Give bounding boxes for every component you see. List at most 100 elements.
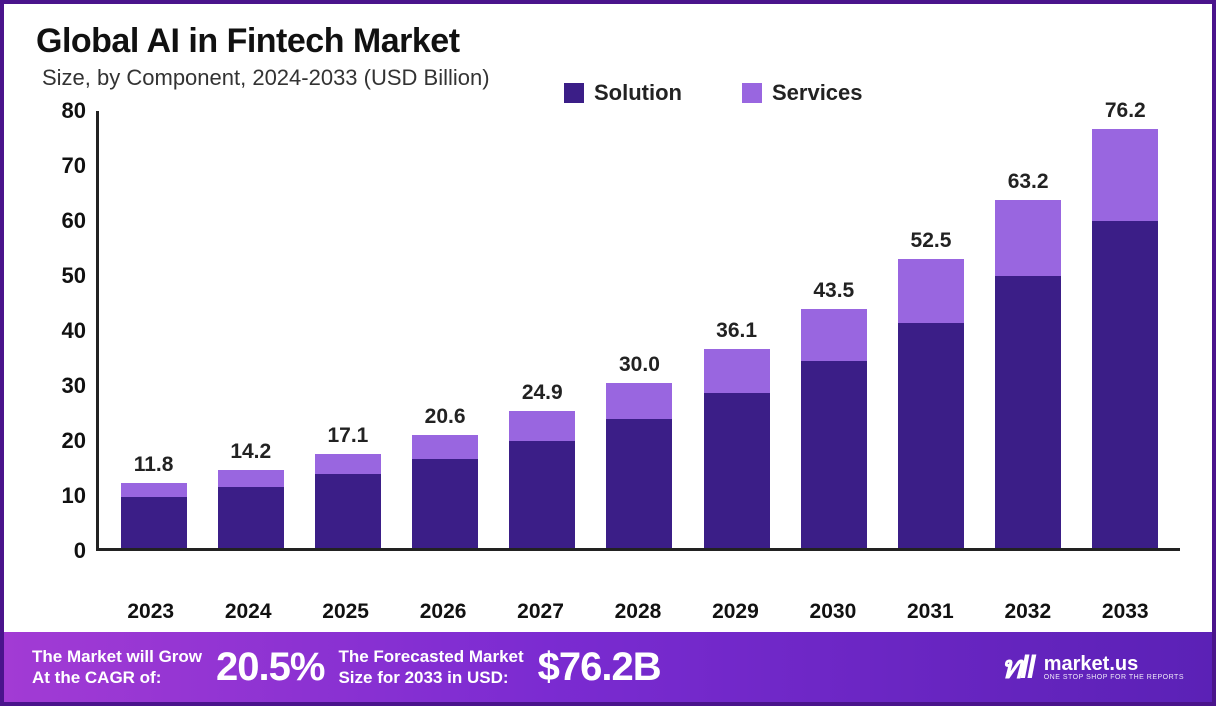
chart-area: 01020304050607080 11.814.217.120.624.930… — [36, 111, 1180, 590]
brand-logo-icon: ทll — [1001, 642, 1034, 693]
x-tick: 2030 — [800, 600, 866, 624]
bar-segment-solution — [509, 441, 575, 548]
bar-group: 52.5 — [898, 259, 964, 548]
legend-item-solution: Solution — [564, 80, 682, 106]
bar-total-label: 36.1 — [716, 319, 757, 343]
bar-stack — [218, 470, 284, 548]
bar-group: 76.2 — [1092, 129, 1158, 548]
y-tick: 70 — [62, 153, 86, 179]
bar-stack — [704, 349, 770, 548]
bar-total-label: 14.2 — [230, 440, 271, 464]
bar-segment-solution — [606, 419, 672, 548]
bar-stack — [412, 435, 478, 548]
bar-total-label: 76.2 — [1105, 99, 1146, 123]
bar-total-label: 43.5 — [813, 279, 854, 303]
bar-total-label: 11.8 — [134, 453, 174, 477]
x-tick: 2025 — [313, 600, 379, 624]
chart-legend: Solution Services — [564, 80, 863, 106]
bar-total-label: 52.5 — [911, 229, 952, 253]
bar-stack — [801, 309, 867, 548]
footer-banner: The Market will Grow At the CAGR of: 20.… — [4, 632, 1212, 702]
bar-segment-services — [995, 200, 1061, 276]
bar-segment-solution — [218, 487, 284, 548]
bar-total-label: 24.9 — [522, 381, 563, 405]
x-tick: 2031 — [897, 600, 963, 624]
bar-total-label: 63.2 — [1008, 170, 1049, 194]
bar-group: 43.5 — [801, 309, 867, 548]
bar-segment-services — [1092, 129, 1158, 221]
x-tick: 2028 — [605, 600, 671, 624]
chart-content: Global AI in Fintech Market Size, by Com… — [4, 4, 1212, 632]
footer-cagr-line1: The Market will Grow — [32, 646, 202, 667]
bar-stack — [121, 483, 187, 548]
y-tick: 10 — [62, 483, 86, 509]
bar-segment-services — [606, 383, 672, 419]
chart-title: Global AI in Fintech Market — [36, 22, 1180, 61]
x-tick: 2023 — [118, 600, 184, 624]
footer-cagr-text: The Market will Grow At the CAGR of: — [32, 646, 202, 689]
legend-item-services: Services — [742, 80, 863, 106]
y-tick: 20 — [62, 428, 86, 454]
chart-frame: Global AI in Fintech Market Size, by Com… — [0, 0, 1216, 706]
bar-stack — [995, 200, 1061, 548]
x-tick: 2033 — [1092, 600, 1158, 624]
plot-area: 11.8 14.2 17.1 20.6 24.9 30.0 36.1 43.5 52.5 63.2… — [96, 111, 1180, 551]
bar-stack — [315, 454, 381, 548]
y-axis: 01020304050607080 — [36, 111, 96, 551]
bar-group: 63.2 — [995, 200, 1061, 548]
footer-cagr-value: 20.5% — [216, 645, 324, 690]
footer-forecast-line1: The Forecasted Market — [338, 646, 523, 667]
bar-segment-solution — [1092, 221, 1158, 548]
x-axis: 2023202420252026202720282029203020312032… — [36, 590, 1180, 624]
footer-forecast-line2: Size for 2033 in USD: — [338, 667, 523, 688]
y-tick: 0 — [74, 538, 86, 564]
bar-stack — [509, 411, 575, 548]
legend-label-services: Services — [772, 80, 863, 106]
bar-segment-services — [121, 483, 187, 497]
bars-container: 11.8 14.2 17.1 20.6 24.9 30.0 36.1 43.5 52.5 63.2… — [99, 111, 1180, 548]
bar-stack — [1092, 129, 1158, 548]
x-tick: 2026 — [410, 600, 476, 624]
footer-forecast-value: $76.2B — [538, 645, 661, 690]
brand-tagline: ONE STOP SHOP FOR THE REPORTS — [1044, 674, 1184, 681]
bar-stack — [898, 259, 964, 548]
bar-segment-services — [509, 411, 575, 441]
x-tick: 2024 — [215, 600, 281, 624]
bar-segment-solution — [801, 361, 867, 548]
bar-group: 20.6 — [412, 435, 478, 548]
footer-forecast-text: The Forecasted Market Size for 2033 in U… — [338, 646, 523, 689]
bar-group: 36.1 — [704, 349, 770, 548]
legend-swatch-solution — [564, 83, 584, 103]
bar-total-label: 17.1 — [327, 424, 368, 448]
bar-segment-solution — [898, 323, 964, 549]
legend-swatch-services — [742, 83, 762, 103]
bar-stack — [606, 383, 672, 548]
brand-text: market.us ONE STOP SHOP FOR THE REPORTS — [1044, 654, 1184, 681]
bar-group: 11.8 — [121, 483, 187, 548]
y-tick: 60 — [62, 208, 86, 234]
bar-segment-solution — [315, 474, 381, 548]
bar-group: 14.2 — [218, 470, 284, 548]
y-tick: 30 — [62, 373, 86, 399]
x-tick: 2029 — [702, 600, 768, 624]
bar-group: 24.9 — [509, 411, 575, 548]
y-tick: 40 — [62, 318, 86, 344]
x-tick: 2032 — [995, 600, 1061, 624]
footer-cagr-line2: At the CAGR of: — [32, 667, 202, 688]
y-tick: 50 — [62, 263, 86, 289]
bar-group: 30.0 — [606, 383, 672, 548]
brand-name: market.us — [1044, 654, 1184, 674]
bar-segment-services — [898, 259, 964, 322]
bar-total-label: 30.0 — [619, 353, 660, 377]
bar-segment-services — [801, 309, 867, 361]
bar-segment-solution — [995, 276, 1061, 548]
bar-segment-services — [218, 470, 284, 487]
y-tick: 80 — [62, 98, 86, 124]
bar-segment-services — [412, 435, 478, 460]
bar-segment-services — [704, 349, 770, 392]
bar-segment-services — [315, 454, 381, 474]
bar-segment-solution — [704, 393, 770, 548]
bar-group: 17.1 — [315, 454, 381, 548]
bar-segment-solution — [121, 497, 187, 548]
bar-segment-solution — [412, 459, 478, 548]
